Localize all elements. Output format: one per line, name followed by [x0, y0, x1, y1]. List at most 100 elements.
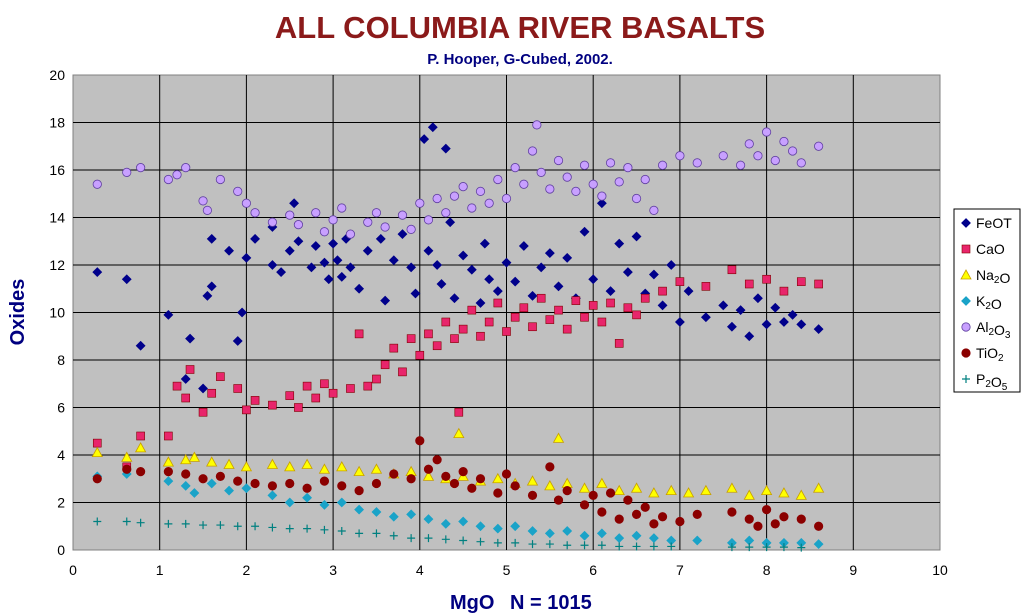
legend-label-tio2: TiO2	[976, 345, 1004, 364]
point-feot	[761, 319, 772, 330]
point-al2o3	[614, 177, 624, 187]
point-al2o3	[475, 186, 486, 196]
point-al2o3	[371, 208, 382, 218]
point-tio2	[458, 467, 468, 477]
point-al2o3	[202, 205, 212, 215]
point-na2o	[134, 442, 147, 453]
point-k2o	[475, 521, 486, 532]
x-tick-label: 4	[416, 562, 424, 578]
x-axis-label-note: N = 1015	[510, 592, 592, 614]
point-feot	[306, 262, 317, 273]
point-na2o	[613, 484, 625, 496]
point-tio2	[553, 495, 564, 505]
point-cao	[762, 274, 771, 284]
point-tio2	[354, 486, 364, 496]
point-p2o5	[251, 522, 260, 531]
point-na2o	[795, 489, 807, 500]
point-na2o	[284, 461, 296, 472]
grid	[73, 75, 940, 550]
point-feot	[753, 293, 763, 304]
point-feot	[536, 262, 547, 273]
point-p2o5	[303, 524, 312, 533]
point-al2o3	[623, 163, 633, 173]
point-feot	[410, 288, 421, 299]
point-al2o3	[241, 198, 251, 208]
point-tio2	[545, 462, 555, 472]
point-cao	[796, 277, 806, 286]
point-na2o	[353, 465, 365, 477]
point-p2o5	[268, 523, 277, 532]
point-p2o5	[93, 517, 102, 526]
point-p2o5	[797, 543, 806, 552]
point-tio2	[527, 490, 538, 500]
point-feot	[380, 295, 391, 306]
point-p2o5	[355, 529, 364, 538]
point-k2o	[206, 478, 217, 489]
point-al2o3	[319, 227, 330, 237]
point-al2o3	[770, 155, 780, 166]
y-tick-label: 4	[57, 447, 65, 463]
point-al2o3	[285, 210, 295, 220]
point-al2o3	[432, 193, 442, 204]
point-tio2	[753, 521, 763, 531]
point-al2o3	[605, 158, 616, 168]
point-na2o	[240, 461, 253, 472]
point-feot	[544, 248, 555, 259]
point-tio2	[640, 502, 650, 512]
point-p2o5	[779, 543, 788, 552]
x-tick-label: 5	[503, 562, 511, 578]
point-cao	[328, 388, 338, 398]
point-cao	[432, 341, 442, 351]
point-p2o5	[337, 527, 346, 535]
legend-marker-tio2	[961, 348, 971, 358]
point-tio2	[493, 488, 503, 498]
point-al2o3	[814, 141, 824, 151]
point-k2o	[267, 490, 278, 501]
point-tio2	[623, 495, 633, 505]
point-tio2	[510, 481, 520, 491]
point-feot	[666, 260, 677, 270]
point-al2o3	[519, 179, 529, 189]
y-tick-label: 20	[49, 67, 65, 83]
point-tio2	[588, 490, 598, 500]
point-na2o	[370, 463, 383, 474]
point-k2o	[180, 480, 191, 491]
point-tio2	[605, 488, 616, 498]
point-feot	[388, 255, 399, 266]
point-tio2	[406, 474, 416, 484]
legend-label-feot: FeOT	[976, 215, 1012, 231]
legend-label-cao: CaO	[976, 241, 1005, 257]
point-na2o	[180, 453, 192, 465]
point-al2o3	[441, 208, 451, 218]
point-p2o5	[424, 534, 433, 543]
point-p2o5	[122, 517, 131, 526]
point-na2o	[336, 461, 348, 472]
point-p2o5	[632, 542, 641, 551]
point-p2o5	[389, 531, 398, 540]
point-feot	[735, 305, 746, 316]
series-cao	[92, 265, 823, 472]
point-cao	[536, 293, 546, 303]
point-feot	[92, 267, 103, 278]
point-na2o	[492, 472, 504, 484]
point-p2o5	[164, 519, 173, 528]
point-na2o	[453, 427, 465, 439]
point-feot	[770, 302, 781, 313]
point-feot	[787, 309, 798, 320]
point-k2o	[510, 521, 521, 532]
point-feot	[345, 262, 356, 273]
point-al2o3	[532, 120, 542, 130]
point-cao	[528, 322, 537, 332]
point-feot	[796, 319, 807, 330]
point-cao	[701, 282, 711, 291]
point-cao	[779, 286, 789, 296]
y-axis-label: Oxides	[7, 279, 29, 346]
point-feot	[436, 279, 447, 289]
point-p2o5	[372, 529, 381, 538]
point-feot	[427, 122, 438, 133]
point-tio2	[597, 507, 607, 517]
legend-label-al2o3: Al2O3	[976, 319, 1011, 341]
point-tio2	[233, 476, 243, 486]
point-p2o5	[476, 537, 485, 546]
point-cao	[136, 431, 145, 441]
